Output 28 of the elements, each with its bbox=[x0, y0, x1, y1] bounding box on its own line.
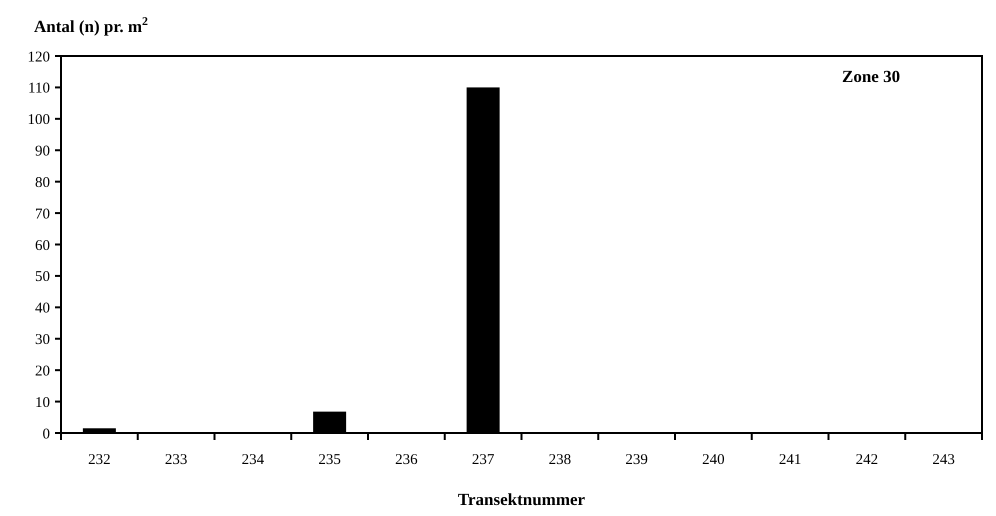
y-tick-label: 100 bbox=[28, 112, 50, 128]
x-tick-label: 238 bbox=[548, 452, 572, 468]
y-tick-label: 10 bbox=[35, 394, 50, 411]
y-tick-label: 40 bbox=[35, 300, 50, 317]
y-tick-label: 60 bbox=[35, 238, 50, 254]
annotation: Zone 30 bbox=[842, 67, 900, 86]
y-tick-label: 120 bbox=[28, 49, 50, 66]
y-axis-title: Antal (n) pr. m$^{2}$ bbox=[34, 14, 148, 36]
y-tick-label: 50 bbox=[35, 269, 50, 286]
y-tick-label: 70 bbox=[35, 206, 50, 222]
x-tick-label: 242 bbox=[856, 452, 878, 468]
x-tick-label: 237 bbox=[472, 452, 495, 468]
x-tick-label: 234 bbox=[242, 452, 265, 468]
y-tick-label: 80 bbox=[35, 174, 50, 191]
x-axis-title: Transektnummer bbox=[458, 490, 586, 509]
y-tick-label: 0 bbox=[42, 426, 50, 442]
x-tick-label: 239 bbox=[625, 452, 648, 468]
x-tick-label: 241 bbox=[778, 452, 802, 468]
y-tick-label: 20 bbox=[35, 363, 50, 380]
x-tick-label: 233 bbox=[164, 452, 188, 468]
y-tick-label: 110 bbox=[28, 80, 50, 97]
x-tick-label: 240 bbox=[702, 452, 725, 468]
x-tick-label: 232 bbox=[88, 452, 111, 468]
x-tick-label: 243 bbox=[932, 452, 955, 468]
y-tick-label: 30 bbox=[35, 332, 50, 348]
x-tick-label: 236 bbox=[395, 452, 418, 468]
x-tick-label: 235 bbox=[318, 452, 341, 468]
y-tick-label: 90 bbox=[35, 144, 50, 160]
